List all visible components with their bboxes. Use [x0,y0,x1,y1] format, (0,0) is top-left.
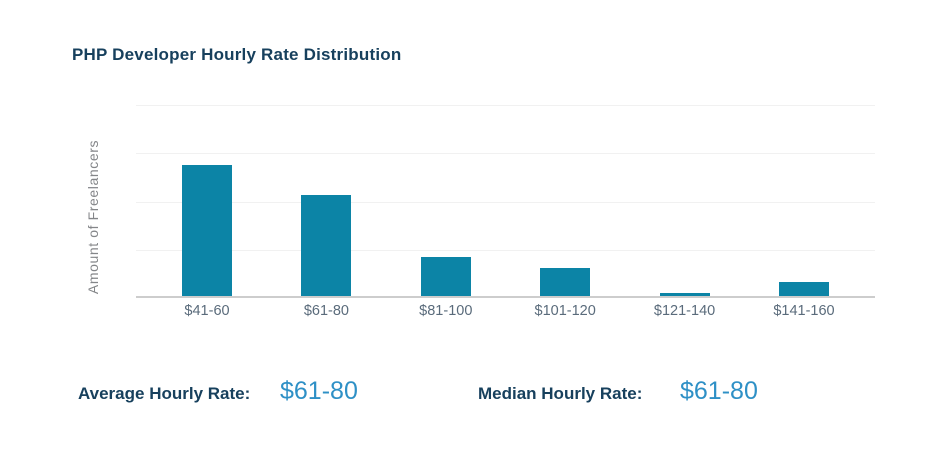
plot-area [136,105,875,298]
bar-$141-160 [778,281,829,297]
y-axis-label: Amount of Freelancers [85,139,101,295]
x-tick-$61-80: $61-80 [301,303,351,321]
x-axis-line [136,296,875,298]
summary-stats-row: Average Hourly Rate: $61-80 Median Hourl… [0,377,952,409]
gridline [136,153,875,155]
x-tick-label: $141-160 [773,303,835,319]
x-tick-$101-120: $101-120 [535,303,596,321]
gridline [136,105,875,106]
bar-$101-120 [540,268,591,297]
gridline [136,201,875,203]
chart-title: PHP Developer Hourly Rate Distribution [72,45,402,64]
median-rate-stat: Median Hourly Rate: $61-80 [478,377,758,406]
average-rate-label: Average Hourly Rate: [78,384,251,403]
bar-$61-80 [301,195,352,297]
x-tick-$141-160: $141-160 [773,303,834,321]
x-axis-tick-labels: $41-60 $61-80 $81-100 $101-120 $121-140 $141-… [182,303,834,321]
x-tick-label: $61-80 [303,303,349,319]
x-tick-label: $41-60 [184,303,230,319]
x-tick-label: $101-120 [534,303,596,319]
gridline [136,249,875,251]
median-rate-label: Median Hourly Rate: [478,384,643,403]
x-tick-label: $121-140 [653,303,716,319]
bar-$41-60 [182,164,232,297]
x-tick-$81-100: $81-100 [419,303,473,321]
x-tick-label: $81-100 [419,303,473,319]
average-rate-value: $61-80 [280,377,358,405]
median-rate-value: $61-80 [680,377,758,405]
average-rate-stat: Average Hourly Rate: $61-80 [78,377,358,406]
bar-series [182,105,829,297]
x-tick-$41-60: $41-60 [182,303,232,321]
bar-$81-100 [420,256,471,297]
x-tick-$121-140: $121-140 [654,303,715,321]
bar-$121-140 [659,293,710,297]
